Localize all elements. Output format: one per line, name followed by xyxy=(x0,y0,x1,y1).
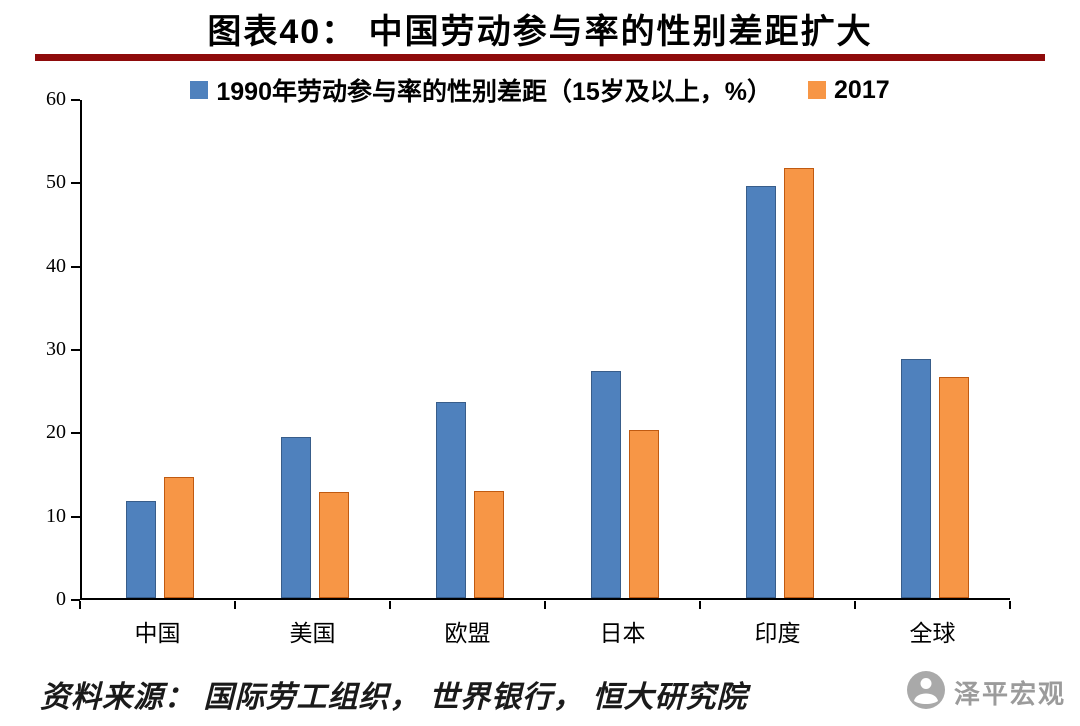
chart-title: 图表40： 中国劳动参与率的性别差距扩大 xyxy=(207,13,873,51)
bar-2017-印度 xyxy=(783,168,814,598)
legend-swatch-2017 xyxy=(808,81,827,99)
x-axis-category-label: 美国 xyxy=(289,621,336,646)
y-axis-tick-mark xyxy=(71,182,80,185)
watermark-label: 泽平宏观 xyxy=(953,680,1066,709)
legend-swatch-1990 xyxy=(190,81,209,99)
legend-item-2017: 2017 xyxy=(808,76,890,105)
x-axis-tick-mark xyxy=(234,601,236,609)
bar-1990-全球 xyxy=(900,358,931,598)
x-axis-tick-mark xyxy=(699,601,701,609)
legend-label-2017: 2017 xyxy=(834,75,890,104)
bar-2017-中国 xyxy=(163,477,194,598)
watermark: 泽平宏观 xyxy=(906,670,1066,715)
source-text: 资料来源： 国际劳工组织， 世界银行， 恒大研究院 xyxy=(40,681,748,714)
y-axis-tick-mark xyxy=(71,515,80,518)
y-axis-tick-label: 10 xyxy=(46,504,66,527)
zeping-macro-logo-icon xyxy=(906,670,946,715)
y-axis-tick-mark xyxy=(71,599,80,601)
x-axis-tick-mark xyxy=(79,601,81,609)
bar-2017-欧盟 xyxy=(473,490,504,598)
y-axis-tick-label: 60 xyxy=(46,88,66,110)
y-axis-tick-mark xyxy=(71,432,80,435)
y-axis-tick-label: 30 xyxy=(46,338,66,360)
x-axis-tick-mark xyxy=(389,601,391,609)
chart-legend: 1990年劳动参与率的性别差距（15岁及以上，%） 2017 xyxy=(0,72,1080,108)
y-axis-tick-label: 20 xyxy=(46,421,66,444)
bar-2017-日本 xyxy=(628,429,659,598)
x-axis-category-label: 日本 xyxy=(599,621,646,646)
bar-2017-全球 xyxy=(938,377,969,598)
y-axis-tick-label: 50 xyxy=(46,171,66,194)
legend-item-1990: 1990年劳动参与率的性别差距（15岁及以上，%） xyxy=(190,72,772,108)
legend-label-1990: 1990年劳动参与率的性别差距（15岁及以上，%） xyxy=(216,78,773,106)
bar-1990-欧盟 xyxy=(435,402,466,598)
bar-2017-美国 xyxy=(318,492,349,598)
x-axis-category-label: 中国 xyxy=(134,621,181,646)
x-axis-category-label: 印度 xyxy=(754,621,801,646)
bar-1990-中国 xyxy=(125,500,156,598)
y-axis-tick-mark xyxy=(71,99,80,101)
y-axis-tick-mark xyxy=(71,265,80,268)
x-axis-tick-mark xyxy=(854,601,856,609)
bar-1990-印度 xyxy=(745,185,776,598)
y-axis-tick-label: 0 xyxy=(56,588,66,610)
y-axis-tick-label: 40 xyxy=(46,254,66,277)
bar-1990-日本 xyxy=(590,370,621,598)
x-axis-category-label: 欧盟 xyxy=(444,621,491,646)
x-axis-tick-mark xyxy=(544,601,546,609)
y-axis-tick-mark xyxy=(71,349,80,351)
title-underline xyxy=(35,54,1045,61)
plot-area xyxy=(80,100,1010,600)
x-axis-category-label: 全球 xyxy=(909,621,956,646)
x-axis-tick-mark xyxy=(1009,601,1011,609)
bar-1990-美国 xyxy=(280,437,311,598)
